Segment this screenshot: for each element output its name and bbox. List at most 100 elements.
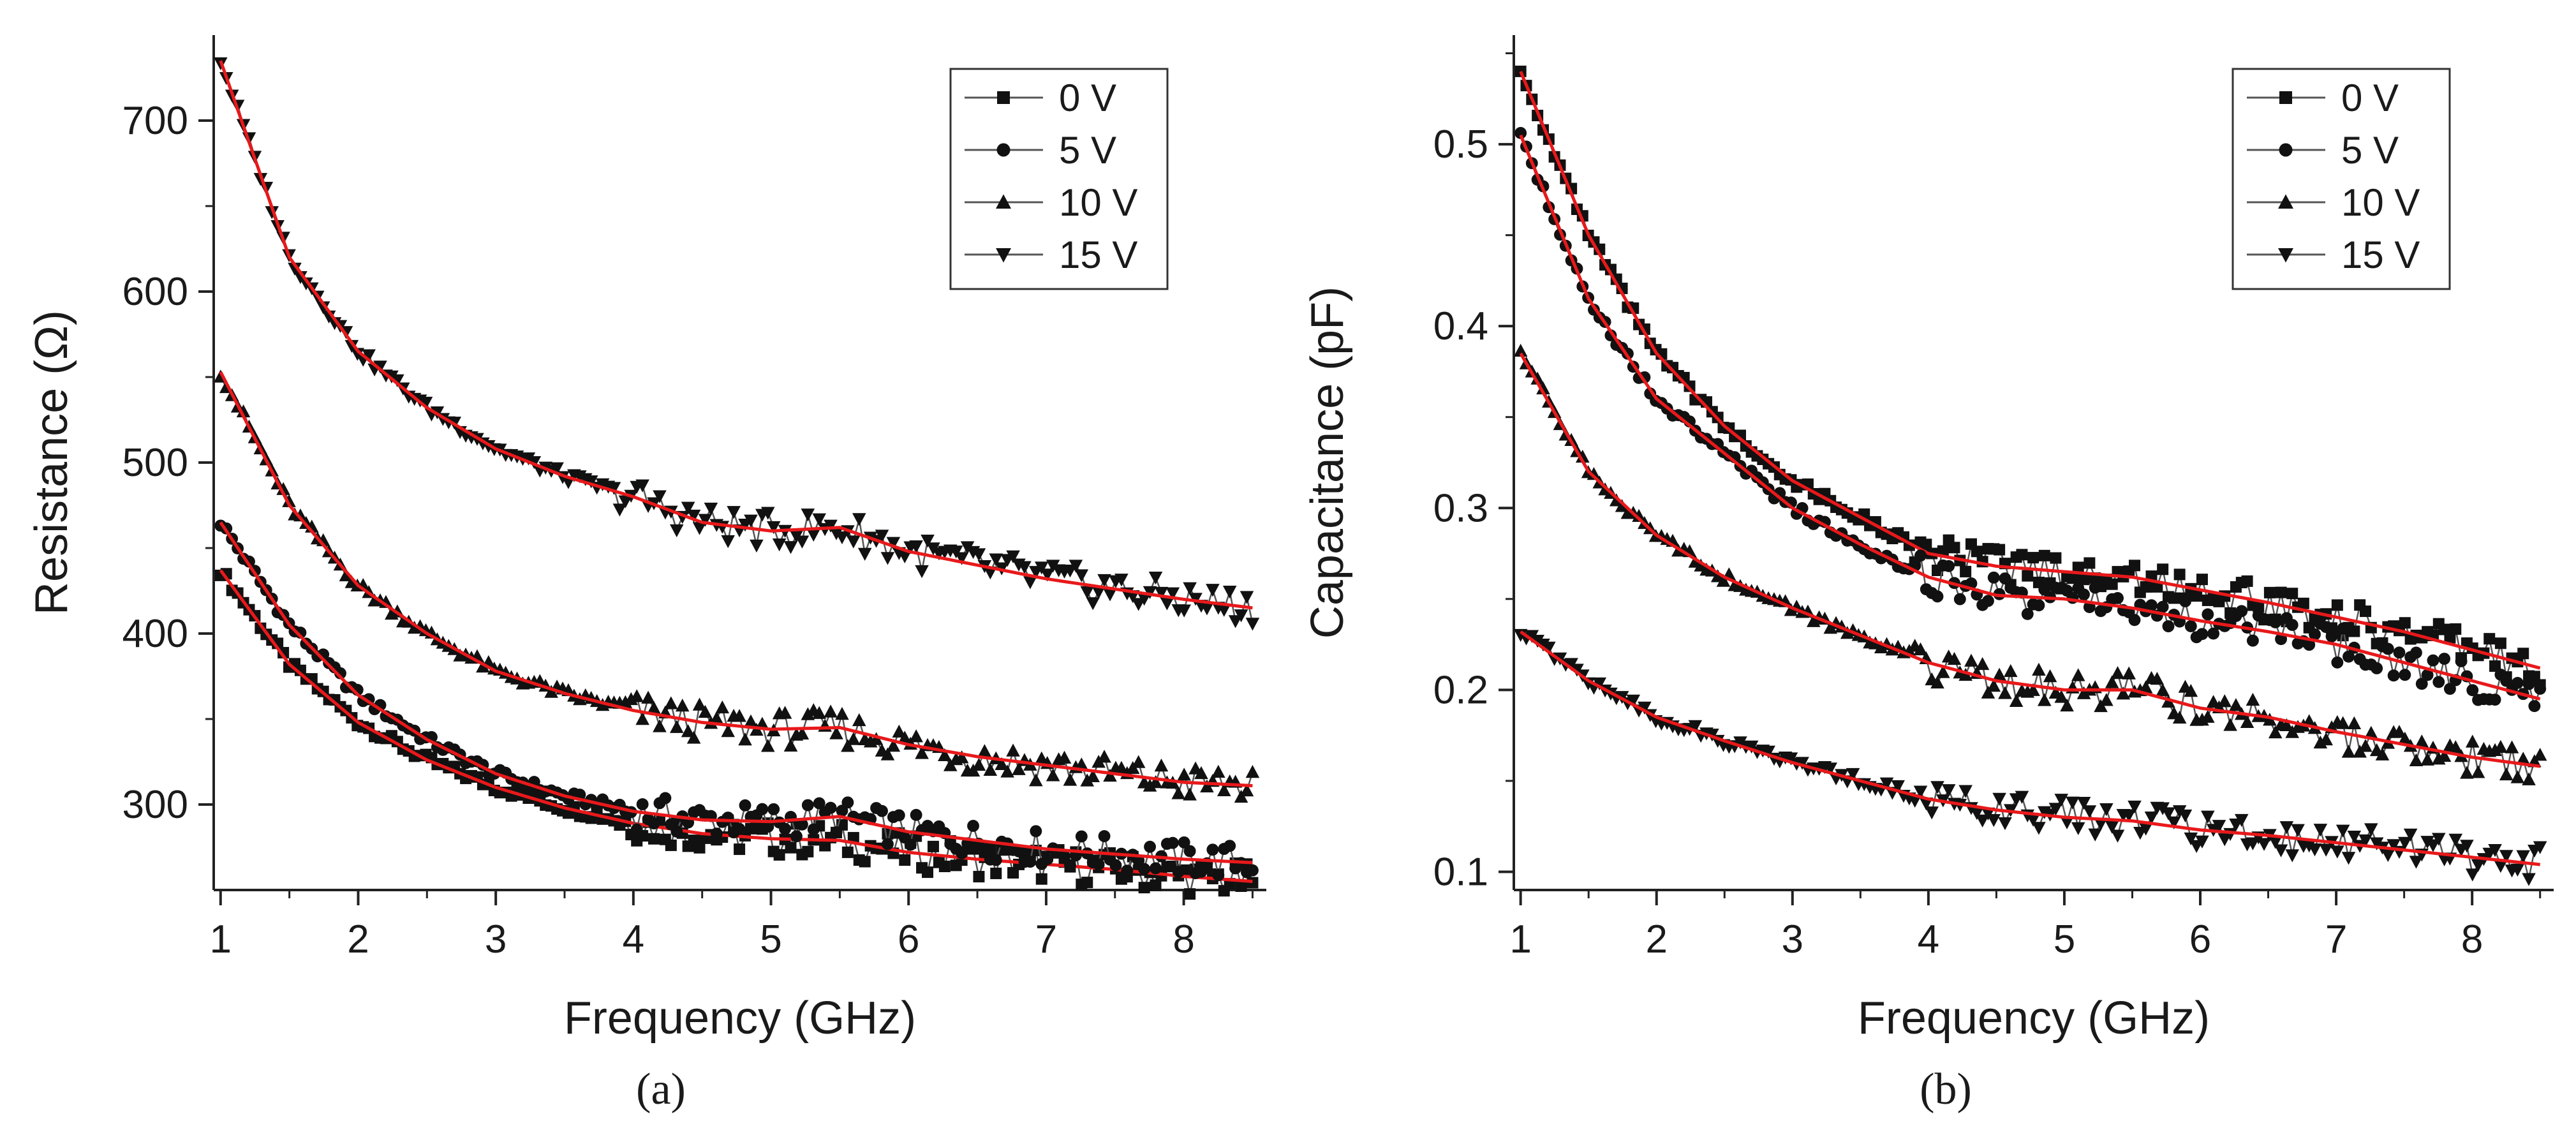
fit-curve: [219, 371, 1253, 787]
data-point: [653, 490, 667, 503]
data-point: [1092, 586, 1106, 599]
data-point: [1080, 773, 1095, 787]
data-point: [783, 541, 798, 554]
data-point: [2307, 843, 2322, 857]
data-point: [2128, 614, 2141, 627]
data-point: [2015, 790, 2029, 804]
x-tick-label: 1: [210, 917, 232, 961]
data-point: [2387, 669, 2400, 682]
data-point: [1171, 786, 1186, 799]
x-tick-label: 3: [1782, 917, 1803, 961]
data-point: [1206, 843, 1219, 856]
series-5v: [1514, 126, 2547, 713]
data-point: [1057, 750, 1072, 764]
data-point: [2076, 797, 2091, 810]
data-point: [2071, 668, 2085, 681]
data-point: [978, 843, 991, 856]
data-point: [339, 568, 353, 582]
data-point: [898, 731, 912, 744]
data-point: [801, 799, 814, 812]
data-point: [1222, 586, 1237, 599]
data-point: [2381, 849, 2395, 863]
data-point: [1998, 686, 2012, 699]
data-point: [2060, 698, 2074, 712]
data-point: [1874, 640, 1888, 654]
data-point: [795, 535, 810, 549]
data-point: [1081, 877, 1093, 889]
data-point: [2489, 660, 2501, 672]
data-point: [721, 535, 736, 549]
data-point: [2116, 686, 2131, 700]
data-point: [954, 750, 969, 764]
data-point: [1023, 576, 1037, 590]
data-point: [2144, 811, 2159, 825]
data-point: [1143, 586, 1157, 600]
data-point: [294, 627, 307, 639]
data-point: [1575, 449, 1590, 463]
data-point: [1150, 879, 1162, 891]
data-point: [1245, 618, 1260, 631]
data-point: [983, 762, 998, 776]
legend-label: 15 V: [1059, 234, 1137, 276]
data-point: [904, 838, 917, 851]
legend-box: [949, 68, 1169, 290]
data-point: [1074, 757, 1089, 771]
data-point: [2358, 739, 2372, 752]
data-point: [2381, 642, 2394, 655]
legend-marker: [2279, 143, 2293, 157]
data-point: [664, 696, 678, 709]
data-point: [2003, 664, 2018, 678]
data-point: [2375, 747, 2390, 760]
data-point: [418, 396, 433, 410]
data-point: [2325, 630, 2338, 642]
data-point: [1931, 590, 1944, 603]
data-point: [812, 513, 826, 526]
data-point: [2399, 669, 2411, 681]
data-point: [698, 514, 713, 527]
y-tick-label: 500: [122, 441, 188, 485]
data-point: [973, 871, 985, 883]
data-point: [2140, 581, 2152, 593]
legend-label: 10 V: [1059, 181, 1137, 224]
data-point: [2397, 731, 2412, 745]
data-point: [835, 707, 849, 720]
data-point: [1228, 615, 1243, 628]
y-tick-label: 400: [122, 612, 188, 656]
data-point: [686, 509, 701, 523]
data-point: [1034, 561, 1049, 575]
data-point: [635, 712, 649, 725]
data-point: [2335, 716, 2350, 729]
data-point: [2246, 692, 2260, 706]
data-point: [2212, 820, 2226, 833]
data-point: [1131, 755, 1146, 768]
data-point: [1913, 785, 1928, 799]
data-point: [1178, 836, 1190, 849]
data-point: [1846, 768, 1860, 782]
data-point: [2393, 646, 2406, 659]
data-point: [2128, 800, 2142, 814]
data-point: [2347, 831, 2362, 844]
data-point: [2168, 592, 2180, 604]
data-point: [2505, 740, 2519, 753]
data-point: [2268, 836, 2283, 849]
data-point: [1063, 859, 1076, 872]
data-point: [2534, 683, 2547, 695]
data-point: [739, 799, 751, 812]
data-point: [778, 706, 792, 719]
data-point: [1234, 609, 1248, 623]
data-point: [852, 713, 866, 727]
data-point: [1137, 593, 1151, 606]
data-point: [847, 535, 861, 549]
data-point: [1716, 574, 1731, 587]
data-point: [2494, 739, 2508, 753]
data-point: [607, 482, 621, 495]
data-point: [2043, 669, 2057, 683]
data-point: [2078, 574, 2090, 586]
data-point: [1212, 869, 1225, 882]
data-point: [2048, 803, 2063, 816]
data-point: [2421, 669, 2434, 681]
data-point: [2150, 672, 2165, 685]
data-point: [2319, 843, 2333, 857]
data-point: [681, 724, 695, 738]
data-point: [2223, 718, 2237, 731]
